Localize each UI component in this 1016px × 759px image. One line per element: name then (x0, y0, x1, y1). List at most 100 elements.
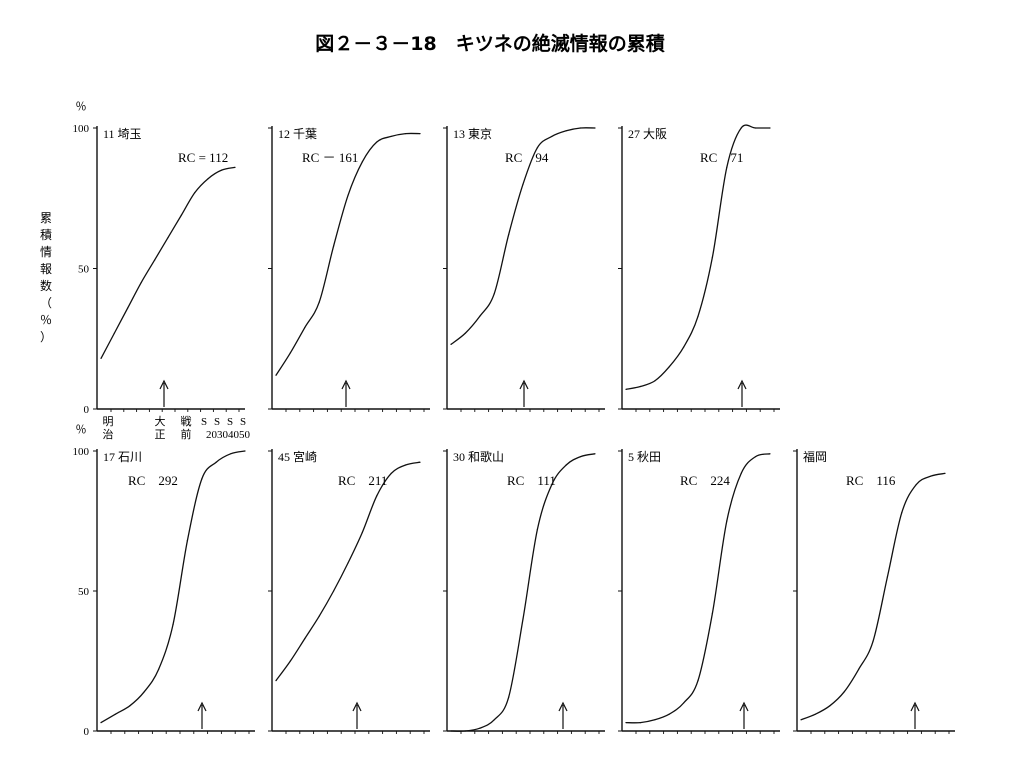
data-point (361, 531, 363, 533)
panel-rc: RC 111 (507, 473, 556, 488)
data-point (450, 730, 452, 732)
x-axis-showa-label: S (227, 416, 233, 428)
panel-rc: RC = 112 (178, 150, 228, 165)
series-line (100, 450, 246, 724)
panel-rc: RC 71 (700, 150, 743, 165)
y-tick-label: 50 (78, 586, 90, 598)
data-point (886, 576, 889, 578)
data-point (127, 307, 129, 309)
data-point (493, 293, 495, 295)
data-point (347, 194, 349, 197)
data-point (594, 453, 596, 455)
data-point (536, 528, 539, 531)
panel-rc: RC 224 (680, 473, 730, 488)
arrow-head (558, 701, 568, 712)
data-point (180, 214, 182, 216)
panel-rc: RC 211 (338, 473, 387, 488)
data-point (464, 730, 466, 732)
data-point (405, 133, 407, 135)
data-point (522, 183, 524, 185)
data-point (565, 130, 567, 132)
data-point (944, 472, 946, 474)
data-point (390, 472, 392, 474)
x-axis-showa-label: S (201, 416, 207, 428)
series-line (625, 124, 770, 390)
data-point (493, 719, 495, 721)
data-point (158, 668, 160, 671)
data-point (154, 259, 156, 261)
data-point (508, 696, 510, 699)
data-point (565, 464, 567, 466)
data-point (639, 722, 642, 724)
figure-title: 図２－３－18 キツネの絶滅情報の累積 (315, 32, 664, 55)
data-point (318, 615, 320, 617)
y-tick-label: 0 (84, 726, 90, 738)
data-point (726, 166, 728, 168)
y-tick-label: 100 (73, 123, 90, 135)
data-point (683, 702, 685, 704)
data-point (697, 680, 699, 682)
data-point (551, 484, 553, 486)
data-point (376, 495, 378, 497)
data-point (289, 660, 291, 662)
arrow-head (197, 701, 207, 712)
x-axis-era-label: 前 (181, 427, 192, 441)
x-axis-showa-label: S (214, 416, 220, 428)
panel-rc: RC 292 (128, 473, 178, 488)
y-axis-label-char: ） (40, 330, 52, 344)
data-point (100, 357, 102, 360)
panel-rc: RC 94 (505, 150, 549, 165)
data-point (464, 332, 466, 334)
panel-title: 5 秋田 (628, 450, 661, 464)
data-point (318, 301, 320, 303)
data-point (129, 705, 131, 707)
x-axis-showa-years: 20304050 (206, 429, 251, 441)
data-point (872, 640, 874, 643)
panel-9: 福岡 RC 116 (793, 449, 955, 734)
data-point (143, 691, 145, 693)
data-point (405, 464, 407, 466)
series-line (275, 461, 421, 681)
data-point (711, 256, 714, 258)
x-axis-era-label: 正 (155, 429, 166, 441)
data-point (289, 352, 291, 354)
series-line (800, 472, 946, 721)
panel-title: 17 石川 (103, 450, 142, 464)
data-point (697, 315, 699, 317)
x-axis-era-label: 治 (103, 427, 114, 441)
arrow-head (159, 379, 169, 390)
data-point (113, 332, 115, 334)
panel-title: 11 埼玉 (103, 127, 142, 141)
data-point (769, 127, 771, 129)
data-point (347, 562, 349, 564)
data-point (580, 127, 582, 129)
data-point (333, 590, 335, 592)
data-point (551, 135, 553, 138)
data-point (800, 719, 802, 721)
data-point (508, 234, 510, 236)
x-axis-era-label: 大 (155, 414, 166, 428)
data-point (625, 722, 627, 724)
arrow-head (519, 379, 529, 390)
data-point (215, 461, 217, 463)
data-point (536, 147, 539, 149)
arrow-head (910, 701, 920, 712)
arrow-head (341, 379, 351, 390)
data-point (668, 366, 670, 368)
data-point (858, 668, 860, 671)
panel-8: 5 秋田 RC 224 (618, 449, 780, 734)
data-point (186, 540, 188, 542)
series-line (625, 453, 771, 724)
data-point (726, 520, 728, 522)
data-point (275, 680, 277, 682)
y-axis-label-char: 累 (40, 211, 52, 225)
data-point (522, 618, 524, 620)
data-point (930, 475, 932, 477)
panel-title: 福岡 (803, 449, 827, 464)
data-point (654, 380, 656, 382)
data-point (479, 727, 481, 729)
data-point (915, 484, 917, 486)
data-point (450, 343, 452, 345)
panel-rc: RC 116 (846, 473, 896, 488)
